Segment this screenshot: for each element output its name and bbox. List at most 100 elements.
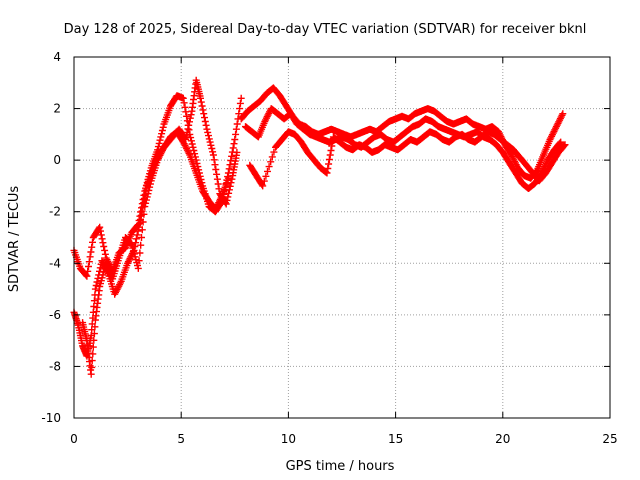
- data-point: [143, 193, 151, 201]
- data-point: [87, 370, 95, 378]
- data-point: [509, 154, 517, 162]
- data-point: [185, 149, 193, 157]
- data-point: [89, 350, 97, 358]
- data-point: [184, 125, 192, 133]
- data-point: [551, 126, 559, 134]
- data-point: [89, 343, 97, 351]
- data-point: [154, 155, 162, 162]
- data-point: [93, 278, 101, 286]
- data-point: [185, 121, 193, 129]
- data-point: [554, 119, 562, 127]
- data-point: [268, 153, 276, 161]
- data-point: [548, 132, 556, 140]
- data-point: [262, 114, 270, 122]
- data-point: [100, 243, 108, 250]
- data-point: [181, 141, 189, 149]
- data-point: [141, 203, 149, 211]
- data-point: [187, 111, 195, 119]
- data-point: [187, 134, 195, 142]
- data-point: [159, 123, 167, 131]
- data-point: [264, 167, 271, 175]
- y-tick-label: 4: [53, 50, 61, 64]
- data-point: [155, 139, 163, 147]
- data-point: [138, 226, 146, 234]
- data-point: [85, 258, 93, 266]
- data-point: [508, 153, 516, 161]
- data-point: [261, 118, 269, 125]
- y-tick-label: -4: [49, 256, 61, 270]
- y-tick-label: -2: [49, 205, 61, 219]
- data-point: [139, 218, 147, 226]
- data-point: [183, 112, 191, 120]
- data-point: [510, 156, 518, 164]
- data-point: [91, 323, 99, 331]
- data-point: [259, 182, 267, 190]
- data-point: [82, 271, 90, 279]
- data-point: [202, 121, 210, 129]
- data-point: [327, 147, 335, 154]
- data-point: [158, 147, 166, 154]
- data-point: [213, 202, 221, 210]
- data-point: [98, 257, 106, 265]
- data-point: [198, 102, 206, 110]
- x-tick-label: 0: [70, 432, 78, 446]
- data-point: [233, 120, 241, 128]
- data-point: [182, 108, 190, 116]
- data-point: [232, 125, 240, 133]
- series-track-6: [246, 128, 569, 190]
- data-point: [213, 170, 221, 178]
- data-point: [144, 190, 152, 198]
- data-point: [206, 138, 214, 146]
- data-point: [233, 148, 241, 156]
- data-point: [557, 138, 565, 146]
- data-point: [83, 272, 91, 280]
- data-point: [182, 132, 190, 140]
- data-point: [127, 240, 135, 248]
- data-point: [260, 177, 268, 185]
- series-track-3: [79, 128, 232, 378]
- data-point: [86, 253, 94, 261]
- y-tick-label: -10: [41, 411, 61, 425]
- data-point: [200, 110, 208, 118]
- data-point: [98, 235, 106, 243]
- data-point: [88, 363, 96, 371]
- data-point: [224, 193, 232, 201]
- data-point: [560, 142, 568, 150]
- data-point: [182, 143, 190, 151]
- data-point: [325, 156, 333, 163]
- data-point: [216, 197, 223, 205]
- data-point: [146, 183, 154, 191]
- data-point: [214, 200, 222, 208]
- data-point: [231, 136, 239, 143]
- data-point: [189, 143, 197, 151]
- data-point: [132, 235, 140, 243]
- data-point: [235, 110, 243, 118]
- data-point: [137, 241, 145, 249]
- data-point: [84, 267, 92, 275]
- data-point: [210, 156, 218, 164]
- x-axis-label: GPS time / hours: [286, 459, 395, 474]
- data-point: [549, 129, 557, 137]
- data-point: [328, 142, 336, 150]
- data-point: [92, 282, 100, 289]
- data-point: [552, 123, 560, 131]
- data-point: [111, 290, 119, 298]
- data-point: [204, 128, 212, 136]
- data-point: [265, 109, 273, 117]
- data-point: [201, 114, 208, 122]
- axis-ticks: 0 5 10 15 20 25 -10 -8 -6 -4 -2 0 2 4: [41, 50, 617, 446]
- y-tick-label: 0: [53, 153, 61, 167]
- data-point: [133, 231, 141, 239]
- data-point: [140, 210, 148, 218]
- x-tick-label: 10: [281, 432, 296, 446]
- data-point: [201, 118, 209, 125]
- data-point: [237, 94, 245, 102]
- data-point: [91, 285, 99, 293]
- data-point: [507, 151, 515, 159]
- data-point: [265, 163, 273, 171]
- data-point: [209, 148, 217, 156]
- x-tick-label: 5: [177, 432, 185, 446]
- data-point: [85, 263, 92, 270]
- data-point: [184, 148, 192, 156]
